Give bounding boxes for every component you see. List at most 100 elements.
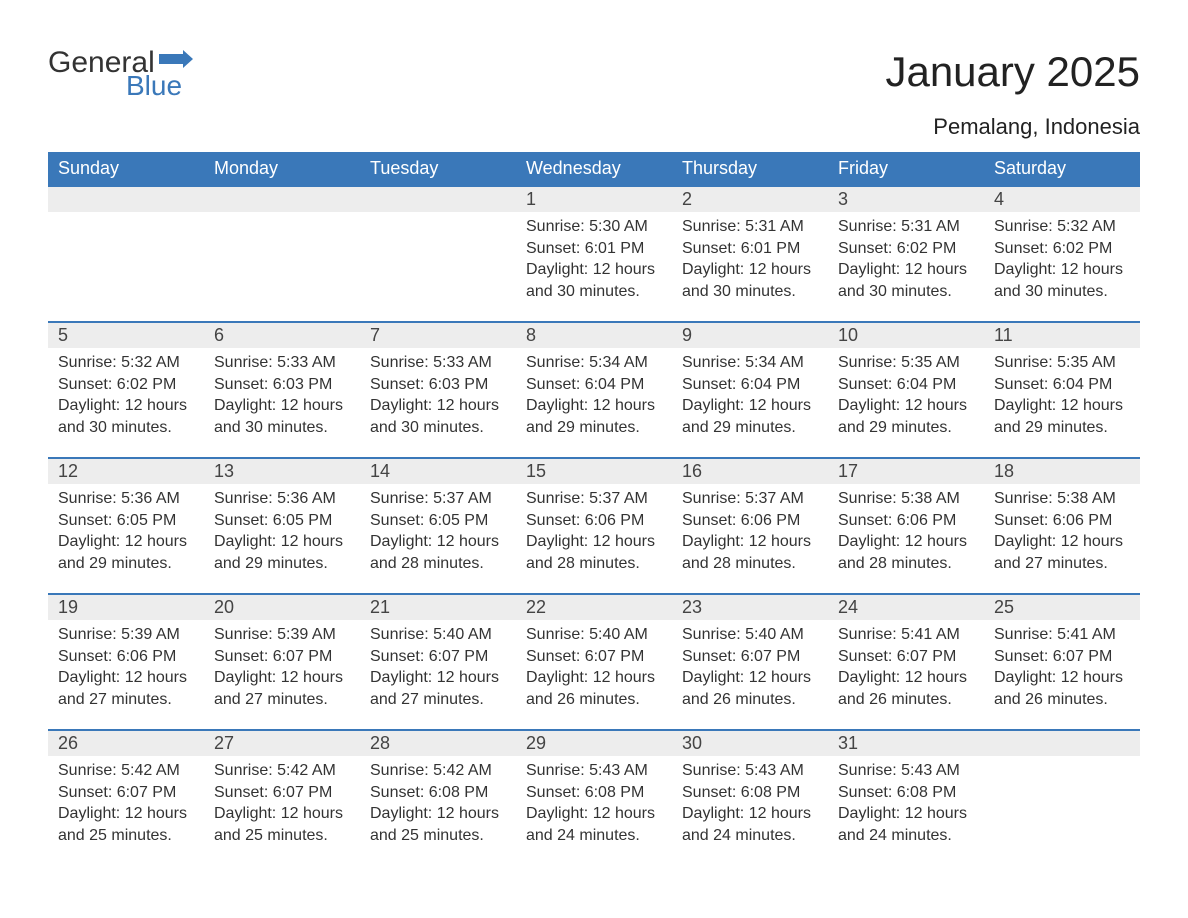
daylight-text-2: and 28 minutes. [838, 553, 974, 575]
sunset-text: Sunset: 6:03 PM [370, 374, 506, 396]
sunrise-text: Sunrise: 5:41 AM [994, 624, 1130, 646]
day-body-cell: Sunrise: 5:39 AMSunset: 6:07 PMDaylight:… [204, 620, 360, 730]
day-number-cell: 17 [828, 458, 984, 484]
daylight-text-2: and 29 minutes. [994, 417, 1130, 439]
day-body-row: Sunrise: 5:32 AMSunset: 6:02 PMDaylight:… [48, 348, 1140, 458]
day-number-row: 12131415161718 [48, 458, 1140, 484]
day-body-cell: Sunrise: 5:34 AMSunset: 6:04 PMDaylight:… [672, 348, 828, 458]
weekday-header: Monday [204, 152, 360, 186]
daylight-text-1: Daylight: 12 hours [838, 259, 974, 281]
sunset-text: Sunset: 6:02 PM [838, 238, 974, 260]
sunset-text: Sunset: 6:08 PM [682, 782, 818, 804]
sunrise-text: Sunrise: 5:34 AM [682, 352, 818, 374]
day-body-cell [204, 212, 360, 322]
day-number-cell: 13 [204, 458, 360, 484]
sunset-text: Sunset: 6:07 PM [214, 782, 350, 804]
daylight-text-1: Daylight: 12 hours [526, 259, 662, 281]
day-body-cell [48, 212, 204, 322]
sunrise-text: Sunrise: 5:42 AM [370, 760, 506, 782]
weekday-header: Wednesday [516, 152, 672, 186]
day-number-cell: 29 [516, 730, 672, 756]
sunrise-text: Sunrise: 5:33 AM [370, 352, 506, 374]
day-body-cell: Sunrise: 5:40 AMSunset: 6:07 PMDaylight:… [672, 620, 828, 730]
sunrise-text: Sunrise: 5:39 AM [214, 624, 350, 646]
daylight-text-2: and 29 minutes. [214, 553, 350, 575]
day-body-cell: Sunrise: 5:43 AMSunset: 6:08 PMDaylight:… [516, 756, 672, 866]
day-number-cell: 15 [516, 458, 672, 484]
day-body-cell: Sunrise: 5:43 AMSunset: 6:08 PMDaylight:… [828, 756, 984, 866]
sunrise-text: Sunrise: 5:31 AM [838, 216, 974, 238]
daylight-text-1: Daylight: 12 hours [58, 531, 194, 553]
day-body-cell: Sunrise: 5:32 AMSunset: 6:02 PMDaylight:… [48, 348, 204, 458]
daylight-text-2: and 27 minutes. [370, 689, 506, 711]
weekday-header: Saturday [984, 152, 1140, 186]
day-number-cell: 7 [360, 322, 516, 348]
sunset-text: Sunset: 6:07 PM [214, 646, 350, 668]
day-number-cell: 24 [828, 594, 984, 620]
day-body-cell: Sunrise: 5:41 AMSunset: 6:07 PMDaylight:… [828, 620, 984, 730]
sunset-text: Sunset: 6:04 PM [526, 374, 662, 396]
day-body-cell: Sunrise: 5:35 AMSunset: 6:04 PMDaylight:… [828, 348, 984, 458]
sunrise-text: Sunrise: 5:40 AM [682, 624, 818, 646]
sunrise-text: Sunrise: 5:40 AM [370, 624, 506, 646]
daylight-text-1: Daylight: 12 hours [214, 395, 350, 417]
sunset-text: Sunset: 6:07 PM [838, 646, 974, 668]
daylight-text-2: and 24 minutes. [526, 825, 662, 847]
day-body-cell: Sunrise: 5:32 AMSunset: 6:02 PMDaylight:… [984, 212, 1140, 322]
sunset-text: Sunset: 6:03 PM [214, 374, 350, 396]
sunrise-text: Sunrise: 5:37 AM [682, 488, 818, 510]
day-body-cell: Sunrise: 5:33 AMSunset: 6:03 PMDaylight:… [360, 348, 516, 458]
day-body-cell: Sunrise: 5:40 AMSunset: 6:07 PMDaylight:… [516, 620, 672, 730]
daylight-text-2: and 25 minutes. [58, 825, 194, 847]
day-number-cell [48, 186, 204, 212]
day-number-cell: 25 [984, 594, 1140, 620]
sunset-text: Sunset: 6:06 PM [838, 510, 974, 532]
day-body-cell: Sunrise: 5:31 AMSunset: 6:01 PMDaylight:… [672, 212, 828, 322]
day-number-cell: 16 [672, 458, 828, 484]
daylight-text-2: and 29 minutes. [682, 417, 818, 439]
daylight-text-2: and 30 minutes. [526, 281, 662, 303]
day-number-cell: 8 [516, 322, 672, 348]
logo-word2: Blue [126, 72, 193, 100]
daylight-text-1: Daylight: 12 hours [214, 803, 350, 825]
day-number-cell: 5 [48, 322, 204, 348]
day-body-cell: Sunrise: 5:42 AMSunset: 6:07 PMDaylight:… [48, 756, 204, 866]
day-number-cell: 14 [360, 458, 516, 484]
day-number-cell: 2 [672, 186, 828, 212]
daylight-text-1: Daylight: 12 hours [58, 395, 194, 417]
daylight-text-2: and 27 minutes. [58, 689, 194, 711]
day-number-cell: 28 [360, 730, 516, 756]
day-number-cell: 11 [984, 322, 1140, 348]
day-number-cell: 30 [672, 730, 828, 756]
daylight-text-2: and 25 minutes. [214, 825, 350, 847]
day-number-cell: 4 [984, 186, 1140, 212]
day-number-cell [984, 730, 1140, 756]
day-body-cell: Sunrise: 5:37 AMSunset: 6:06 PMDaylight:… [672, 484, 828, 594]
sunset-text: Sunset: 6:01 PM [526, 238, 662, 260]
sunrise-text: Sunrise: 5:32 AM [994, 216, 1130, 238]
daylight-text-2: and 26 minutes. [526, 689, 662, 711]
weekday-header: Friday [828, 152, 984, 186]
day-body-cell: Sunrise: 5:37 AMSunset: 6:05 PMDaylight:… [360, 484, 516, 594]
day-number-cell: 12 [48, 458, 204, 484]
sunrise-text: Sunrise: 5:31 AM [682, 216, 818, 238]
daylight-text-2: and 30 minutes. [682, 281, 818, 303]
sunset-text: Sunset: 6:07 PM [58, 782, 194, 804]
daylight-text-2: and 30 minutes. [214, 417, 350, 439]
daylight-text-2: and 27 minutes. [994, 553, 1130, 575]
sunrise-text: Sunrise: 5:42 AM [58, 760, 194, 782]
page-header: General Blue January 2025 Pemalang, Indo… [48, 48, 1140, 140]
sunset-text: Sunset: 6:08 PM [838, 782, 974, 804]
day-number-cell: 18 [984, 458, 1140, 484]
day-body-cell: Sunrise: 5:41 AMSunset: 6:07 PMDaylight:… [984, 620, 1140, 730]
day-body-cell: Sunrise: 5:38 AMSunset: 6:06 PMDaylight:… [828, 484, 984, 594]
daylight-text-1: Daylight: 12 hours [682, 803, 818, 825]
sunrise-text: Sunrise: 5:32 AM [58, 352, 194, 374]
day-number-cell: 22 [516, 594, 672, 620]
day-number-cell: 21 [360, 594, 516, 620]
day-body-row: Sunrise: 5:42 AMSunset: 6:07 PMDaylight:… [48, 756, 1140, 866]
sunrise-text: Sunrise: 5:41 AM [838, 624, 974, 646]
daylight-text-1: Daylight: 12 hours [838, 803, 974, 825]
day-body-cell: Sunrise: 5:42 AMSunset: 6:07 PMDaylight:… [204, 756, 360, 866]
sunrise-text: Sunrise: 5:35 AM [838, 352, 974, 374]
